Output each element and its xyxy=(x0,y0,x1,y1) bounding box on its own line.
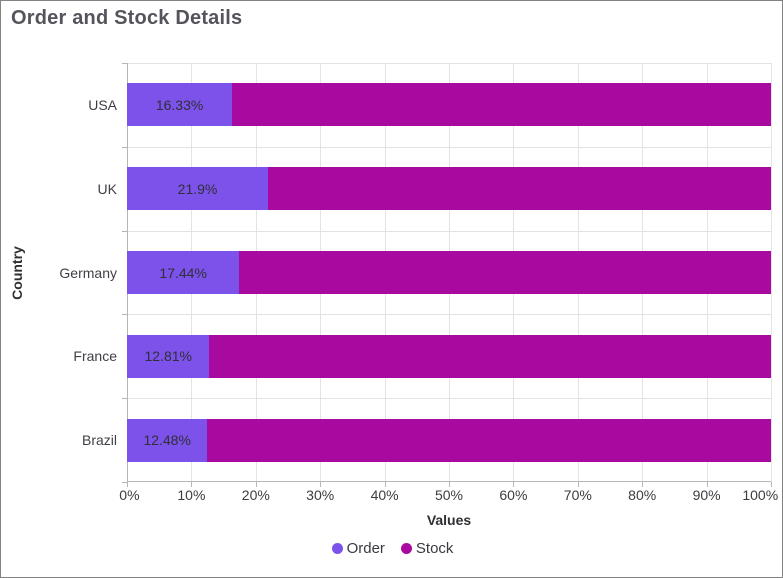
x-tick-mark xyxy=(384,482,386,487)
legend-marker xyxy=(400,543,412,554)
x-tick-mark xyxy=(255,482,257,487)
stock-bar-segment[interactable] xyxy=(209,334,771,378)
gridline-horizontal xyxy=(127,314,771,316)
x-tick-mark xyxy=(191,482,193,487)
legend: Order Stock xyxy=(1,540,782,557)
order-bar-segment[interactable]: 17.44% xyxy=(127,251,240,294)
x-tick-label: 60% xyxy=(499,487,528,503)
x-tick-mark xyxy=(706,482,708,487)
x-tick-label: 20% xyxy=(241,487,270,503)
legend-item-stock[interactable]: Stock xyxy=(400,540,454,557)
data-label: 12.48% xyxy=(143,432,191,449)
x-tick-label: 100% xyxy=(742,487,779,503)
y-tick-mark xyxy=(122,398,127,400)
category-label: Germany xyxy=(59,264,117,281)
stock-bar-segment[interactable] xyxy=(207,418,771,462)
x-tick-mark xyxy=(449,482,450,487)
gridline-horizontal xyxy=(127,146,771,148)
category-label: France xyxy=(73,348,117,365)
data-label: 17.44% xyxy=(159,264,207,281)
gridline-horizontal xyxy=(127,230,771,232)
stock-bar-segment[interactable] xyxy=(268,167,771,211)
legend-label: Stock xyxy=(415,540,454,557)
x-tick-label: 90% xyxy=(692,487,721,503)
x-tick-label: 0% xyxy=(119,487,140,503)
category-label: USA xyxy=(88,96,117,113)
category-label: Brazil xyxy=(81,432,117,449)
data-label: 21.9% xyxy=(177,180,218,197)
y-tick-mark xyxy=(122,63,127,64)
x-tick-mark xyxy=(771,482,772,487)
data-label: 12.81% xyxy=(144,348,192,365)
x-tick-label: 30% xyxy=(306,487,335,503)
gridline-vertical xyxy=(771,63,772,482)
y-tick-mark xyxy=(122,314,127,316)
gridline-horizontal xyxy=(127,398,771,400)
data-label: 16.33% xyxy=(155,96,204,113)
gridline-horizontal xyxy=(127,63,771,64)
x-tick-label: 70% xyxy=(563,487,592,503)
stock-bar-segment[interactable] xyxy=(239,251,771,294)
x-tick-mark xyxy=(127,482,128,487)
legend-label: Order xyxy=(346,540,385,557)
x-axis-line xyxy=(127,481,771,482)
stock-bar-segment[interactable] xyxy=(232,83,771,127)
x-axis-title: Values xyxy=(426,512,472,528)
plot-area: 16.33% 21.9% 17.44% 12.81% 12.48% xyxy=(127,63,772,482)
x-tick-mark xyxy=(642,482,644,487)
x-tick-mark xyxy=(320,482,322,487)
category-label: UK xyxy=(97,180,117,197)
order-bar-segment[interactable]: 16.33% xyxy=(127,83,233,127)
order-bar-segment[interactable]: 12.81% xyxy=(127,334,210,378)
chart-title: Order and Stock Details xyxy=(11,7,243,29)
order-bar-segment[interactable]: 12.48% xyxy=(127,418,208,462)
order-bar-segment[interactable]: 21.9% xyxy=(127,167,269,211)
y-tick-mark xyxy=(122,146,127,148)
y-tick-mark xyxy=(122,482,127,483)
x-tick-label: 50% xyxy=(434,487,464,503)
x-tick-label: 10% xyxy=(177,487,206,503)
x-tick-mark xyxy=(513,482,515,487)
x-tick-label: 80% xyxy=(628,487,657,503)
x-tick-mark xyxy=(577,482,579,487)
y-tick-mark xyxy=(122,230,127,232)
x-tick-label: 40% xyxy=(370,487,399,503)
legend-item-order[interactable]: Order xyxy=(331,540,385,557)
legend-marker xyxy=(331,543,343,554)
